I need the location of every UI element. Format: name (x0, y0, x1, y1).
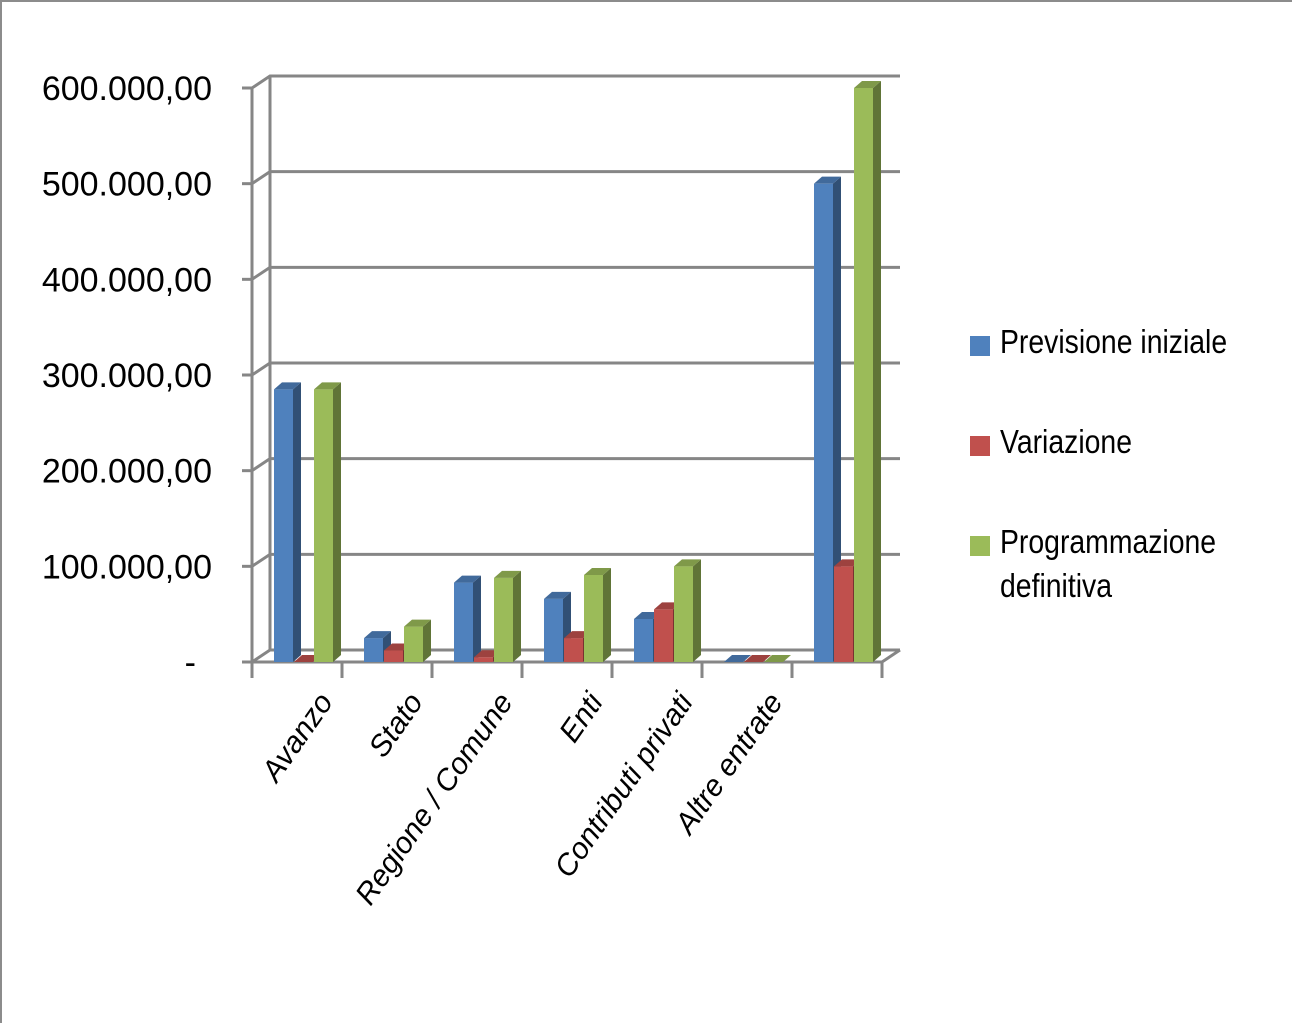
bar-previsione (274, 382, 301, 662)
legend-label-previsione: Previsione iniziale (1000, 323, 1228, 360)
y-tick-label: 400.000,00 (42, 261, 212, 299)
gridline (251, 265, 900, 281)
bars (274, 81, 881, 662)
x-tick-label: Regione / Comune (349, 687, 520, 911)
gridlines (242, 74, 901, 678)
gridline (251, 361, 900, 377)
gridline (251, 552, 900, 568)
bar-programmazione (854, 81, 881, 662)
x-tick-label: Stato (363, 687, 430, 763)
x-tick-label: Avanzo (254, 687, 339, 789)
x-tick-label: Enti (553, 686, 610, 748)
bar-programmazione (494, 570, 521, 662)
bar-programmazione (584, 567, 611, 662)
legend-item-previsione: Previsione iniziale (970, 320, 1270, 364)
legend-swatch-programmazione (970, 536, 990, 556)
bar-previsione (454, 575, 481, 662)
legend-swatch-variazione (970, 436, 990, 456)
y-tick-label: 300.000,00 (42, 357, 212, 395)
gridline (251, 74, 900, 90)
y-tick-label: 100.000,00 (42, 548, 212, 586)
y-axis-ticks: - 100.000,00 200.000,00 300.000,00 400.000,0… (42, 70, 212, 682)
bar-programmazione (404, 619, 431, 662)
legend: Previsione iniziale Variazione Programma… (970, 320, 1270, 636)
legend-label-variazione: Variazione (1000, 423, 1132, 460)
y-tick-label: 200.000,00 (42, 453, 212, 491)
bar-programmazione (314, 382, 341, 662)
y-tick-label: 600.000,00 (42, 70, 212, 108)
y-tick-label: - (185, 644, 196, 682)
bar-previsione (724, 655, 751, 662)
legend-swatch-previsione (970, 336, 990, 356)
bar-variazione (744, 655, 771, 662)
y-tick-label: 500.000,00 (42, 166, 212, 204)
gridline (251, 170, 900, 185)
bar-previsione (814, 176, 841, 662)
legend-item-programmazione: Programmazione definitiva (970, 520, 1270, 608)
legend-label-programmazione: Programmazione definitiva (1000, 523, 1217, 604)
bar-programmazione (674, 559, 701, 662)
legend-item-variazione: Variazione (970, 420, 1270, 464)
gridline (251, 457, 900, 472)
bar-programmazione (764, 655, 791, 662)
